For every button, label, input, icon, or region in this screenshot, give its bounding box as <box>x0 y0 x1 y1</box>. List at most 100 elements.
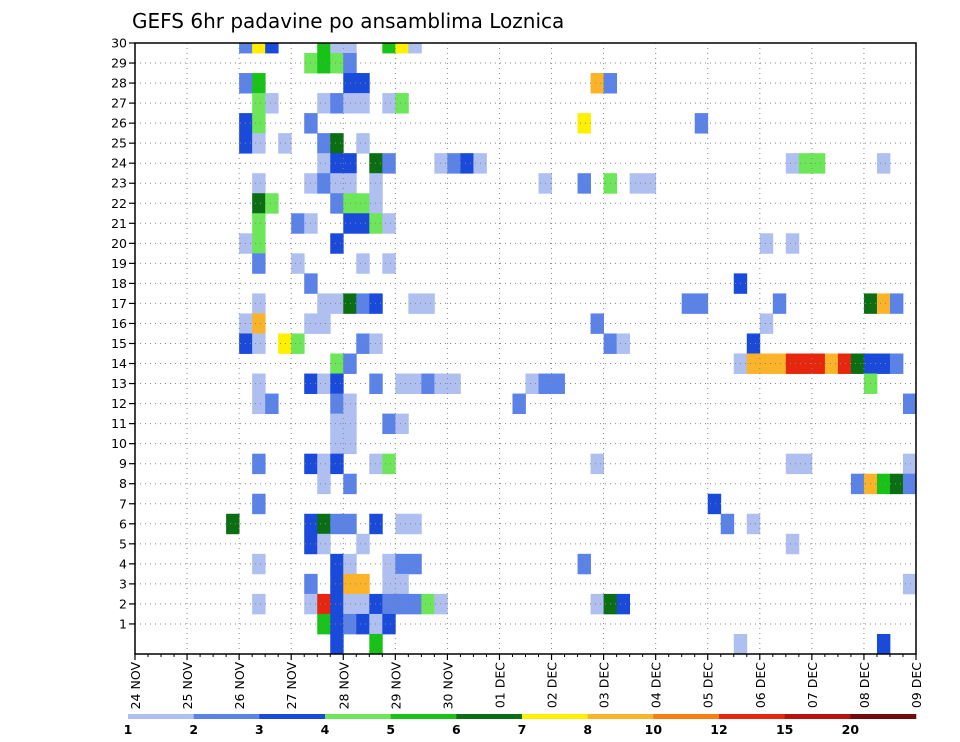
heatmap-cell <box>343 93 357 114</box>
gridlines <box>135 42 916 654</box>
heatmap-cell <box>759 233 774 254</box>
heatmap-cell <box>382 43 396 54</box>
heatmap-cell <box>590 73 604 94</box>
y-tick-label: 19 <box>111 256 127 271</box>
x-tick-label: 29 NOV <box>388 662 403 710</box>
legend-label: 1 <box>124 722 133 737</box>
heatmap-cell <box>785 453 800 475</box>
heatmap-cell <box>330 193 344 214</box>
heatmap-cell <box>395 593 409 615</box>
y-tick-label: 24 <box>111 156 127 171</box>
x-tick-label: 09 DEC <box>909 662 924 708</box>
heatmap-cell <box>330 173 344 194</box>
heatmap-cell <box>369 453 383 475</box>
heatmap-cell <box>382 613 396 635</box>
heatmap-cell <box>395 93 409 114</box>
heatmap-cell <box>330 133 344 154</box>
legend-swatch <box>390 714 457 719</box>
heatmap-cell <box>330 593 344 615</box>
heatmap-cell <box>525 373 539 394</box>
y-tick-label: 8 <box>119 476 127 491</box>
y-tick-label: 6 <box>119 516 127 531</box>
heatmap-cell <box>252 93 266 114</box>
heatmap-cell <box>239 43 253 54</box>
y-tick-label: 5 <box>119 536 127 551</box>
heatmap-cell <box>369 333 383 354</box>
heatmap-cell <box>395 373 409 394</box>
legend-swatch <box>653 714 720 719</box>
heatmap-cell <box>330 43 344 54</box>
heatmap-cell <box>252 373 266 394</box>
legend-label: 7 <box>518 722 527 737</box>
x-axis: 24 NOV 25 NOV 26 NOV 27 NOV 28 NOV 29 NOV 30 N… <box>128 654 924 709</box>
heatmap-cell <box>252 113 266 134</box>
heatmap-cell <box>252 173 266 194</box>
x-tick-label: 06 DEC <box>753 662 768 708</box>
legend-swatch <box>587 714 654 719</box>
heatmap-cell <box>343 73 357 94</box>
x-tick-label: 03 DEC <box>597 662 612 708</box>
heatmap-cell <box>447 373 461 394</box>
heatmap-cell <box>343 213 357 234</box>
heatmap-cell <box>226 513 240 535</box>
heatmap-cell <box>356 573 370 595</box>
heatmap-cell <box>317 43 331 54</box>
heatmap-cell <box>382 93 396 114</box>
heatmap-cell <box>876 633 891 655</box>
x-tick-label: 04 DEC <box>649 662 664 708</box>
x-tick-label: 27 NOV <box>284 662 299 710</box>
heatmap-cell <box>369 213 383 234</box>
heatmap-cell <box>785 233 800 254</box>
heatmap-cell <box>746 513 761 535</box>
legend-label: 4 <box>321 722 330 737</box>
heatmap-cell <box>434 153 448 174</box>
heatmap-cell <box>343 413 357 435</box>
legend-label: 2 <box>189 722 198 737</box>
heatmap-cell <box>330 373 344 394</box>
heatmap-cell <box>317 173 331 194</box>
heatmap-cell <box>395 573 409 595</box>
heatmap-cell <box>772 293 787 314</box>
heatmap-cell <box>369 613 383 635</box>
heatmap-cell <box>369 633 383 655</box>
y-tick-label: 18 <box>111 276 127 291</box>
x-tick-label: 25 NOV <box>180 662 195 710</box>
x-tick-label: 24 NOV <box>128 662 143 710</box>
heatmap-cell <box>330 513 344 535</box>
heatmap-cell <box>278 133 292 154</box>
heatmap-cell <box>317 513 331 535</box>
heatmap-cell <box>850 353 865 374</box>
heatmap-cell <box>252 453 266 475</box>
heatmap-cell <box>356 73 370 94</box>
heatmap-cell <box>902 473 917 495</box>
heatmap-cell <box>343 393 357 415</box>
y-tick-label: 12 <box>111 396 127 411</box>
heatmap-cell <box>252 73 266 94</box>
heatmap-cell <box>382 253 396 274</box>
heatmap-cell <box>343 293 357 314</box>
heatmap-cell <box>837 353 852 374</box>
heatmap-cell <box>343 53 357 74</box>
heatmap-cell <box>317 93 331 114</box>
heatmap-cell <box>590 453 604 475</box>
heatmap-cell <box>356 193 370 214</box>
heatmap-cell <box>356 593 370 615</box>
heatmap-cell <box>408 43 422 54</box>
heatmap-cell <box>343 433 357 455</box>
heatmap-cell <box>876 473 891 495</box>
heatmap-cell <box>369 593 383 615</box>
heatmap-cell <box>746 333 761 354</box>
heatmap-cell <box>343 43 357 54</box>
heatmap-cell <box>343 613 357 635</box>
heatmap-cell <box>265 193 279 214</box>
heatmap-cell <box>382 413 396 435</box>
heatmap-cells <box>226 43 917 655</box>
heatmap-cell <box>252 213 266 234</box>
heatmap-cell <box>590 593 604 615</box>
heatmap-cell <box>317 613 331 635</box>
heatmap-cell <box>382 593 396 615</box>
heatmap-cell <box>577 113 591 134</box>
heatmap-cell <box>421 593 435 615</box>
y-tick-label: 1 <box>119 616 127 631</box>
